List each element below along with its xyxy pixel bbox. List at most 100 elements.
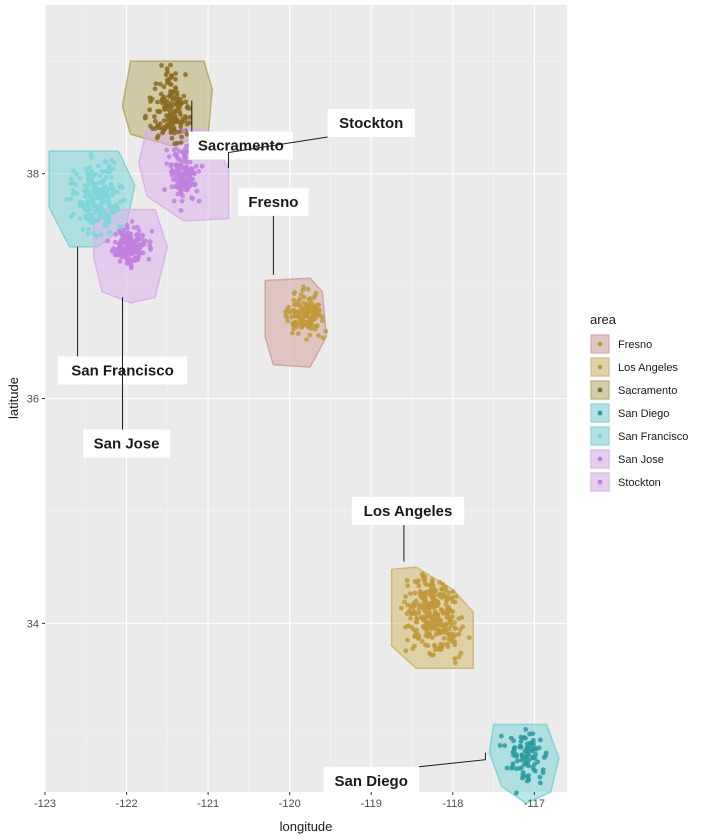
point-san-francisco (68, 196, 74, 202)
point-los-angeles (459, 615, 465, 620)
point-san-francisco (110, 208, 115, 214)
point-fresno (314, 311, 319, 317)
point-san-francisco (102, 159, 108, 164)
point-sacramento (158, 91, 164, 97)
point-san-diego (533, 751, 538, 757)
point-los-angeles (449, 635, 455, 641)
point-sacramento (183, 115, 189, 121)
x-tick-label: -118 (442, 798, 463, 810)
point-san-jose (135, 224, 140, 230)
point-san-jose (129, 263, 134, 269)
point-fresno (287, 309, 293, 315)
callout-box-stockton (327, 109, 415, 137)
point-los-angeles (416, 583, 422, 589)
point-san-francisco (118, 199, 123, 204)
point-los-angeles (450, 599, 456, 604)
point-los-angeles (442, 629, 448, 635)
point-los-angeles (452, 660, 458, 666)
point-los-angeles (413, 602, 419, 608)
point-sacramento (168, 82, 174, 87)
point-stockton (174, 164, 180, 170)
point-san-diego (530, 731, 536, 736)
point-san-francisco (93, 171, 99, 177)
point-stockton (193, 163, 199, 169)
point-san-francisco (89, 179, 95, 185)
callout-leader-stockton (228, 136, 328, 168)
point-los-angeles (433, 632, 439, 637)
point-sacramento (170, 97, 176, 102)
point-san-jose (124, 260, 130, 266)
point-sacramento (178, 140, 184, 146)
x-axis-title: longitude (280, 819, 333, 834)
point-los-angeles (436, 627, 442, 633)
point-fresno (301, 284, 306, 290)
callout-label-stockton: Stockton (339, 115, 403, 132)
x-tick-label: -123 (34, 798, 56, 810)
point-san-jose (122, 252, 128, 258)
point-los-angeles (403, 624, 408, 630)
point-los-angeles (432, 612, 438, 617)
point-stockton (181, 128, 187, 134)
point-san-jose (109, 248, 115, 254)
point-stockton (184, 165, 189, 171)
point-los-angeles (440, 610, 446, 616)
point-los-angeles (446, 590, 452, 595)
point-stockton (166, 154, 172, 160)
point-san-diego (519, 757, 524, 763)
y-tick-label: 38 (27, 169, 39, 181)
point-los-angeles (450, 589, 456, 595)
point-san-diego (536, 745, 542, 751)
point-stockton (182, 182, 188, 188)
point-fresno (283, 312, 289, 318)
point-sacramento (164, 80, 170, 86)
legend-label-los-angeles: Los Angeles (618, 362, 678, 374)
point-los-angeles (410, 646, 416, 651)
point-los-angeles (437, 620, 443, 626)
callout-box-san-jose (83, 429, 171, 458)
point-fresno (316, 307, 322, 313)
point-los-angeles (443, 584, 449, 590)
point-sacramento (143, 113, 149, 119)
x-tick-label: -117 (524, 798, 545, 810)
point-san-francisco (106, 212, 112, 218)
point-san-francisco (105, 194, 111, 199)
point-sacramento (165, 69, 170, 75)
point-los-angeles (422, 577, 428, 583)
callout-box-los-angeles (351, 496, 465, 525)
point-los-angeles (425, 643, 431, 648)
point-sacramento (175, 129, 181, 135)
point-san-francisco (97, 173, 103, 179)
point-san-francisco (86, 188, 91, 194)
point-los-angeles (452, 642, 458, 648)
point-san-diego (538, 737, 543, 743)
point-san-jose (124, 257, 130, 262)
point-los-angeles (430, 622, 435, 628)
point-fresno (301, 300, 306, 306)
legend-point-san-diego (597, 410, 603, 416)
point-san-francisco (70, 180, 76, 185)
point-stockton (172, 170, 178, 176)
point-los-angeles (432, 587, 438, 593)
point-san-jose (125, 234, 131, 240)
point-sacramento (169, 129, 174, 135)
point-stockton (178, 188, 184, 194)
point-los-angeles (408, 591, 413, 596)
point-san-jose (129, 243, 135, 248)
point-sacramento (184, 131, 190, 137)
point-fresno (298, 304, 303, 310)
point-sacramento (177, 101, 183, 107)
point-sacramento (159, 125, 165, 131)
point-los-angeles (404, 578, 410, 583)
point-san-francisco (102, 214, 107, 220)
x-tick-label: -120 (279, 798, 301, 810)
point-san-diego (533, 745, 538, 751)
point-san-francisco (71, 168, 76, 174)
point-los-angeles (403, 648, 409, 654)
point-stockton (179, 174, 185, 180)
point-sacramento (172, 109, 178, 114)
hull-san-jose (93, 208, 169, 304)
point-san-francisco (99, 180, 105, 186)
legend-point-stockton (597, 479, 603, 485)
point-san-diego (521, 762, 527, 767)
